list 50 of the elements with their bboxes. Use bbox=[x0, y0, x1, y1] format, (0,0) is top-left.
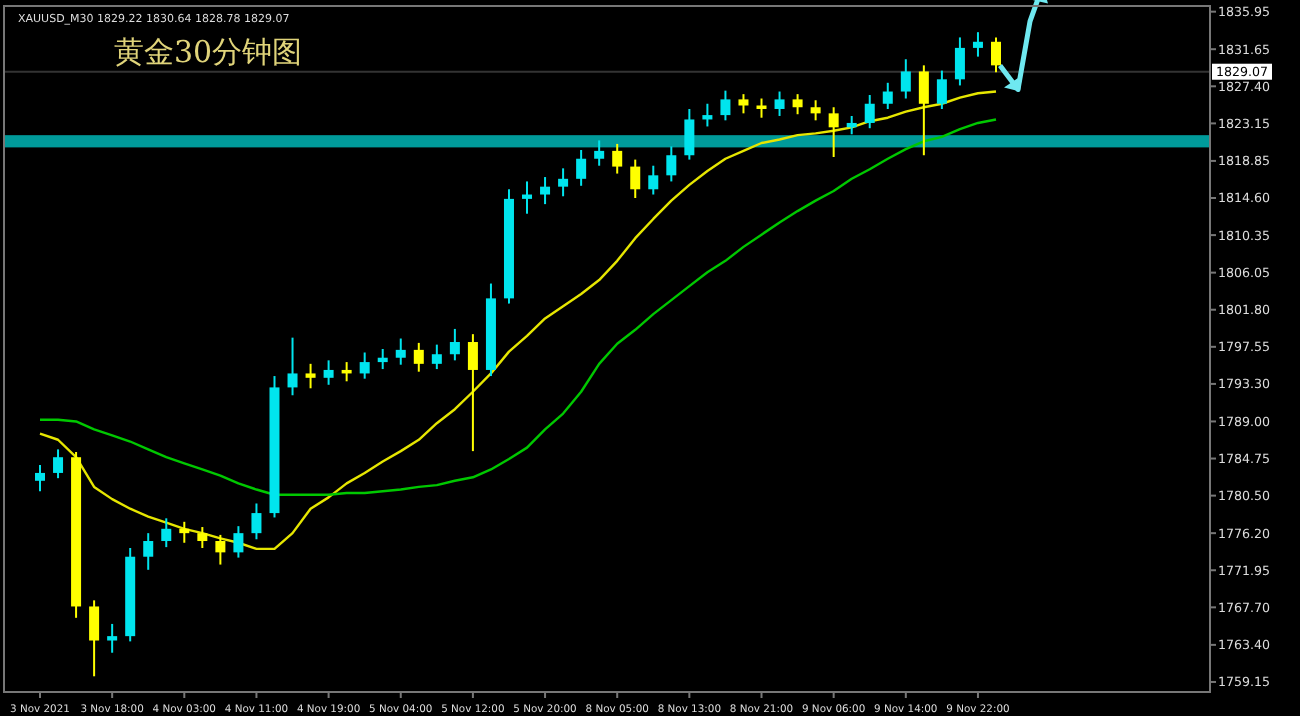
candlestick bbox=[630, 158, 641, 200]
candlestick bbox=[251, 502, 262, 541]
candlestick bbox=[287, 336, 298, 397]
candlestick bbox=[684, 107, 695, 161]
candlestick bbox=[143, 532, 154, 571]
candlestick bbox=[810, 99, 821, 122]
candlestick bbox=[323, 359, 334, 386]
candlestick bbox=[846, 114, 857, 136]
candlestick bbox=[395, 337, 406, 366]
candlestick bbox=[179, 520, 190, 544]
candlestick bbox=[540, 176, 551, 206]
candlestick bbox=[377, 348, 388, 371]
candlestick bbox=[756, 97, 767, 119]
text: 黄金30分钟图 bbox=[114, 34, 303, 70]
candlestick bbox=[431, 343, 442, 371]
candlestick bbox=[991, 36, 1001, 74]
candlestick bbox=[828, 106, 839, 158]
candlestick bbox=[233, 525, 244, 559]
candlestick bbox=[522, 180, 533, 215]
candlestick bbox=[918, 64, 929, 157]
candlestick bbox=[648, 164, 659, 196]
candlestick bbox=[666, 145, 677, 183]
candlestick bbox=[612, 142, 623, 175]
candlestick bbox=[305, 362, 316, 390]
candlestick bbox=[576, 149, 587, 187]
candlestick bbox=[936, 69, 947, 110]
candlestick bbox=[89, 599, 100, 678]
candlestick bbox=[882, 81, 893, 110]
candlestick bbox=[467, 333, 478, 453]
candlestick bbox=[359, 351, 370, 380]
candlestick bbox=[702, 102, 713, 128]
line-series bbox=[38, 118, 998, 496]
candlestick bbox=[107, 622, 118, 654]
candlestick bbox=[53, 448, 64, 480]
candlestick bbox=[720, 89, 731, 122]
candlestick bbox=[792, 93, 803, 116]
candlestick bbox=[215, 533, 226, 566]
candlestick bbox=[864, 94, 875, 130]
candlestick bbox=[594, 139, 605, 167]
candlestick bbox=[413, 341, 424, 373]
candlestick bbox=[738, 93, 749, 115]
candlestick bbox=[558, 167, 569, 198]
candlestick bbox=[900, 58, 911, 100]
candlestick bbox=[197, 526, 208, 549]
candlestick bbox=[449, 327, 460, 362]
candlestick bbox=[972, 31, 983, 58]
candlestick bbox=[954, 36, 965, 87]
candlestick bbox=[161, 517, 172, 549]
candlestick bbox=[774, 90, 785, 117]
candlestick bbox=[35, 464, 45, 493]
